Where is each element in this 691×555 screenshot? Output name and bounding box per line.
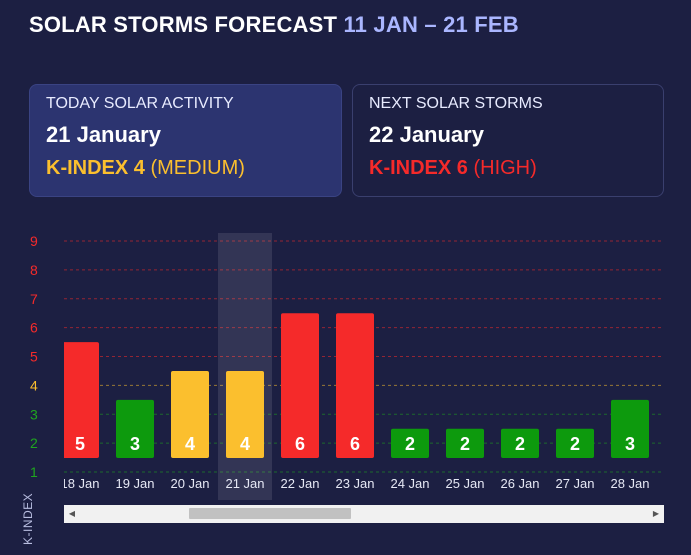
plot-area: 5 18 Jan 3 19 Jan 4 20 Jan 4 21 Jan 6 22 Jan 6 23 J… — [60, 233, 691, 500]
next-card-date: 22 January — [369, 122, 484, 147]
y-tick-label-2: 2 — [30, 435, 38, 451]
today-card-label: TODAY SOLAR ACTIVITY — [46, 95, 234, 112]
next-card-label: NEXT SOLAR STORMS — [369, 95, 543, 112]
today-kindex-value: K-INDEX 4 — [46, 157, 145, 179]
y-tick-label-3: 3 — [30, 406, 38, 422]
bar-21-jan[interactable] — [226, 370, 264, 458]
scroll-right-arrow-icon[interactable]: ▶ — [652, 509, 660, 518]
x-tick-label: 20 Jan — [170, 476, 209, 491]
x-tick-label: 28 Jan — [610, 476, 649, 491]
bar-value-label: 5 — [75, 434, 85, 454]
bar-value-label: 2 — [405, 434, 415, 454]
chart-scrollbar[interactable]: ◀ ▶ — [64, 505, 664, 523]
next-kindex-level: (HIGH) — [473, 157, 537, 179]
x-tick-label: 26 Jan — [500, 476, 539, 491]
x-tick-label: 21 Jan — [225, 476, 264, 491]
bar-26-jan[interactable] — [501, 428, 539, 458]
kindex-bar-chart: 1 2 3 4 5 6 7 8 9 5 18 Jan 3 19 Jan 4 20 Jan 4 21 Jan 6 2… — [30, 233, 691, 500]
date-range: 11 JAN – 21 FEB — [343, 12, 519, 37]
bar-24-jan[interactable] — [391, 428, 429, 458]
y-axis-label: K-INDEX — [21, 492, 35, 545]
bar-value-label: 6 — [350, 434, 360, 454]
x-tick-label: 18 Jan — [60, 476, 99, 491]
bar-value-label: 3 — [130, 434, 140, 454]
today-card-date: 21 January — [46, 122, 161, 147]
x-tick-label: 23 Jan — [335, 476, 374, 491]
page-title: SOLAR STORMS FORECAST 11 JAN – 21 FEB — [29, 12, 519, 38]
bar-value-label: 2 — [460, 434, 470, 454]
bar-value-label: 4 — [185, 434, 195, 454]
title-text: SOLAR STORMS FORECAST — [29, 12, 338, 37]
next-card-kindex: K-INDEX 6 (HIGH) — [369, 157, 647, 179]
y-tick-label-5: 5 — [30, 349, 38, 365]
highlight-band-today — [218, 233, 272, 500]
bar-value-label: 2 — [515, 434, 525, 454]
x-tick-label: 29 Jan — [665, 476, 691, 491]
y-tick-label-9: 9 — [30, 233, 38, 249]
y-tick-label-8: 8 — [30, 262, 38, 278]
bar-value-label: 6 — [295, 434, 305, 454]
bar-28-jan[interactable] — [611, 399, 649, 458]
bar-18-jan[interactable] — [61, 342, 99, 458]
next-storms-card: NEXT SOLAR STORMS 22 January K-INDEX 6 (… — [352, 84, 664, 197]
x-tick-label: 27 Jan — [555, 476, 594, 491]
bar-value-label: 3 — [680, 434, 690, 454]
bar-23-jan[interactable] — [336, 313, 374, 458]
today-kindex-level: (MEDIUM) — [150, 157, 245, 179]
bar-value-label: 3 — [625, 434, 635, 454]
bar-25-jan[interactable] — [446, 428, 484, 458]
x-tick-label: 24 Jan — [390, 476, 429, 491]
bar-19-jan[interactable] — [116, 399, 154, 458]
y-tick-label-4: 4 — [30, 377, 38, 393]
next-kindex-value: K-INDEX 6 — [369, 157, 468, 179]
x-tick-label: 25 Jan — [445, 476, 484, 491]
today-card-kindex: K-INDEX 4 (MEDIUM) — [46, 157, 325, 179]
bar-value-label: 4 — [240, 434, 250, 454]
y-axis-ticks: 1 2 3 4 5 6 7 8 9 — [30, 233, 38, 480]
bar-29-jan[interactable] — [666, 400, 691, 458]
bar-27-jan[interactable] — [556, 428, 594, 458]
x-tick-label: 19 Jan — [115, 476, 154, 491]
x-tick-label: 22 Jan — [280, 476, 319, 491]
scroll-left-arrow-icon[interactable]: ◀ — [68, 509, 76, 518]
bar-value-label: 2 — [570, 434, 580, 454]
y-tick-label-1: 1 — [30, 464, 38, 480]
bar-22-jan[interactable] — [281, 313, 319, 458]
today-activity-card: TODAY SOLAR ACTIVITY 21 January K-INDEX … — [29, 84, 342, 197]
y-tick-label-6: 6 — [30, 320, 38, 336]
scroll-thumb[interactable] — [189, 508, 351, 519]
y-tick-label-7: 7 — [30, 291, 38, 307]
bar-20-jan[interactable] — [171, 370, 209, 458]
